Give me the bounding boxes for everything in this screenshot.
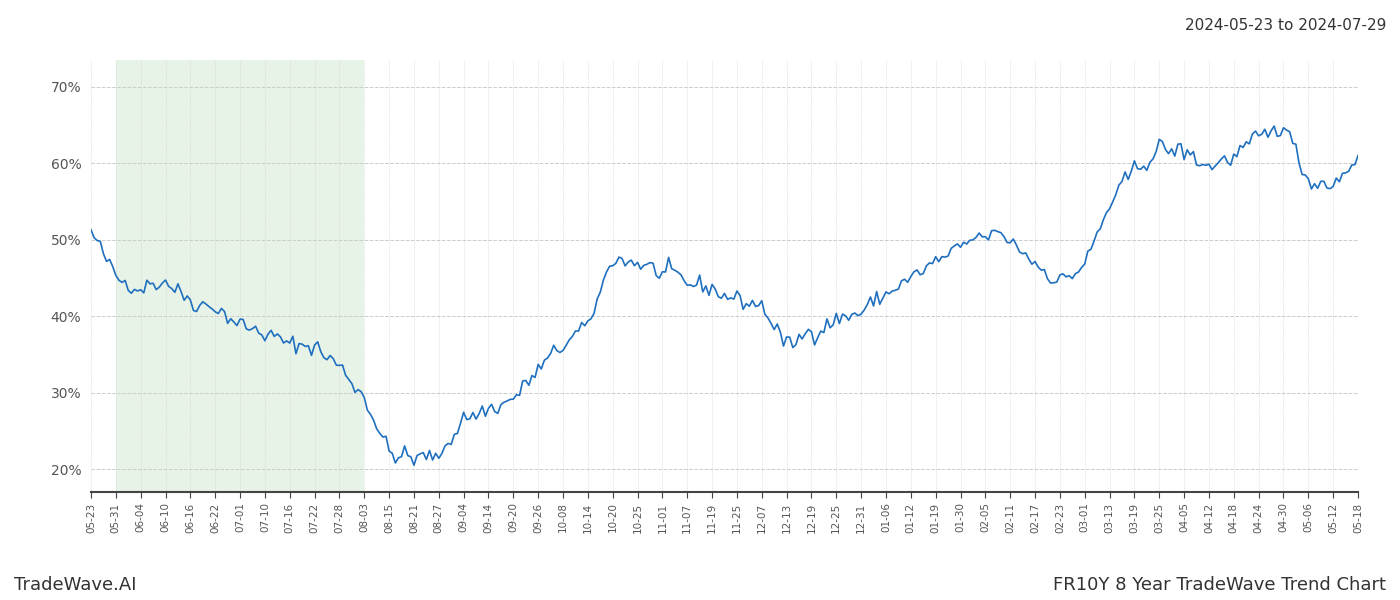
Bar bbox=[116, 60, 364, 492]
Text: TradeWave.AI: TradeWave.AI bbox=[14, 576, 137, 594]
Text: FR10Y 8 Year TradeWave Trend Chart: FR10Y 8 Year TradeWave Trend Chart bbox=[1053, 576, 1386, 594]
Text: 2024-05-23 to 2024-07-29: 2024-05-23 to 2024-07-29 bbox=[1184, 18, 1386, 33]
